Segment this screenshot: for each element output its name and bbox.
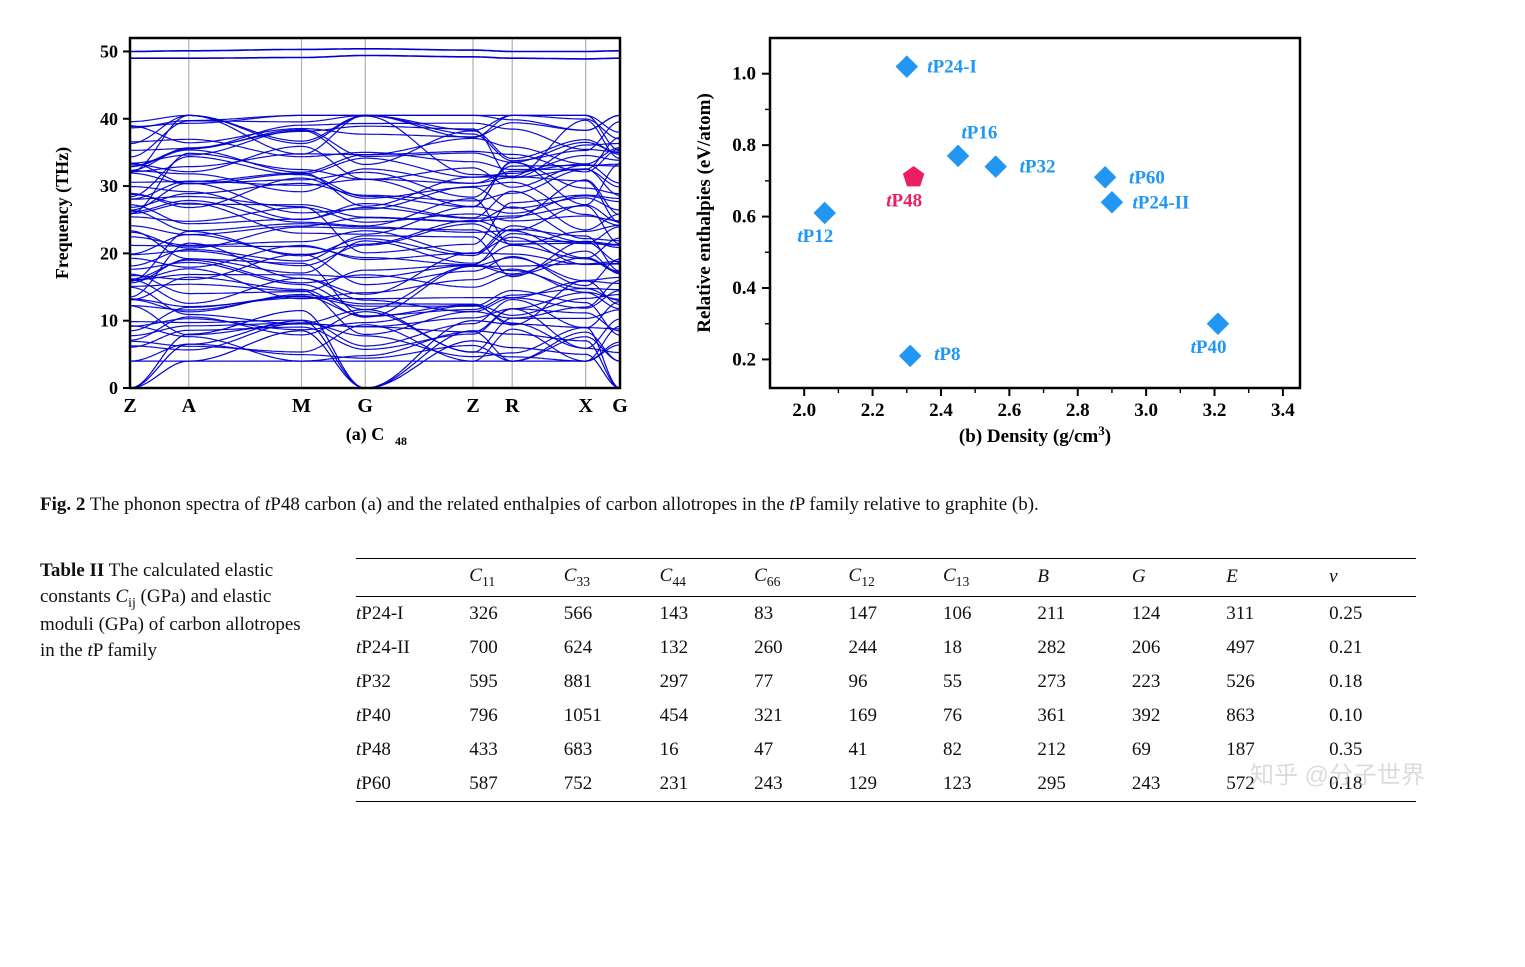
panel-a-phonon: 01020304050ZAMGZRXGFrequency (THz)(a) C4…: [40, 28, 640, 458]
svg-text:10: 10: [100, 311, 118, 331]
table-row: tP24-I326566143831471062111243110.25: [356, 596, 1416, 631]
svg-text:tP32: tP32: [1020, 157, 1056, 178]
svg-text:3.4: 3.4: [1271, 400, 1295, 421]
cap-c: P family relative to graphite (b).: [795, 494, 1039, 515]
svg-text:R: R: [505, 395, 520, 417]
svg-text:A: A: [182, 395, 197, 417]
elastic-table: C11C33C44C66C12C13BGEvtP24-I326566143831…: [356, 558, 1416, 802]
svg-text:G: G: [612, 395, 628, 417]
tcap-C: C: [115, 586, 128, 607]
figure-row: 01020304050ZAMGZRXGFrequency (THz)(a) C4…: [40, 28, 1485, 458]
svg-text:tP40: tP40: [1191, 337, 1227, 358]
tcap-c: P family: [93, 640, 157, 661]
svg-text:G: G: [357, 395, 373, 417]
svg-text:0.6: 0.6: [732, 207, 756, 228]
table-row: tP24-II700624132260244182822064970.21: [356, 631, 1416, 665]
cap-a: The phonon spectra of: [85, 494, 265, 515]
svg-text:2.0: 2.0: [792, 400, 816, 421]
svg-text:tP24-I: tP24-I: [927, 57, 977, 78]
table-row: tP325958812977796552732235260.18: [356, 665, 1416, 699]
svg-text:48: 48: [395, 434, 407, 448]
svg-text:2.8: 2.8: [1066, 400, 1090, 421]
svg-text:30: 30: [100, 176, 118, 196]
svg-text:tP8: tP8: [934, 344, 960, 365]
table-label: Table II: [40, 560, 104, 581]
svg-text:0.4: 0.4: [732, 278, 756, 299]
cap-b: P48 carbon (a) and the related enthalpie…: [270, 494, 789, 515]
svg-text:X: X: [578, 395, 593, 417]
svg-text:tP24-II: tP24-II: [1132, 192, 1189, 213]
svg-text:0.2: 0.2: [732, 349, 756, 370]
svg-text:Frequency (THz): Frequency (THz): [52, 147, 73, 279]
svg-text:tP12: tP12: [797, 226, 833, 247]
figure-caption: Fig. 2 The phonon spectra of tP48 carbon…: [40, 494, 1485, 516]
table-row: tP4843368316474182212691870.35: [356, 733, 1416, 767]
svg-text:20: 20: [100, 243, 118, 263]
table-row: tP605877522312431291232952435720.18: [356, 767, 1416, 802]
svg-text:Z: Z: [123, 395, 136, 417]
svg-text:Z: Z: [466, 395, 479, 417]
svg-text:2.6: 2.6: [997, 400, 1021, 421]
fig-label: Fig. 2: [40, 494, 85, 515]
tcap-ij: ij: [128, 594, 136, 609]
table-block: Table II The calculated elastic constant…: [40, 558, 1485, 802]
svg-text:tP16: tP16: [961, 123, 997, 144]
table-caption: Table II The calculated elastic constant…: [40, 558, 320, 663]
svg-text:2.2: 2.2: [861, 400, 885, 421]
svg-text:3.0: 3.0: [1134, 400, 1158, 421]
svg-text:3.2: 3.2: [1203, 400, 1227, 421]
svg-text:0: 0: [109, 378, 118, 398]
svg-text:M: M: [292, 395, 311, 417]
svg-text:tP48: tP48: [886, 191, 922, 212]
svg-text:0.8: 0.8: [732, 135, 756, 156]
svg-text:tP60: tP60: [1129, 167, 1165, 188]
svg-text:1.0: 1.0: [732, 64, 756, 85]
svg-text:(b) Density (g/cm3): (b) Density (g/cm3): [959, 423, 1111, 448]
scatter-svg: 2.0 2.2 2.4 2.6 2.8 3.0 3.2 3.4 0.2 0.4 0.6 0.8 1.0 t…: [680, 28, 1320, 458]
svg-text:50: 50: [100, 41, 118, 61]
svg-text:Relative enthalpies (eV/atom): Relative enthalpies (eV/atom): [694, 93, 715, 333]
svg-text:(a) C: (a) C: [346, 424, 385, 445]
phonon-svg: 01020304050ZAMGZRXGFrequency (THz)(a) C4…: [40, 28, 640, 458]
panel-b-scatter: 2.0 2.2 2.4 2.6 2.8 3.0 3.2 3.4 0.2 0.4 0.6 0.8 1.0 t…: [680, 28, 1320, 458]
svg-text:40: 40: [100, 109, 118, 129]
svg-text:2.4: 2.4: [929, 400, 953, 421]
table-row: tP407961051454321169763613928630.10: [356, 699, 1416, 733]
